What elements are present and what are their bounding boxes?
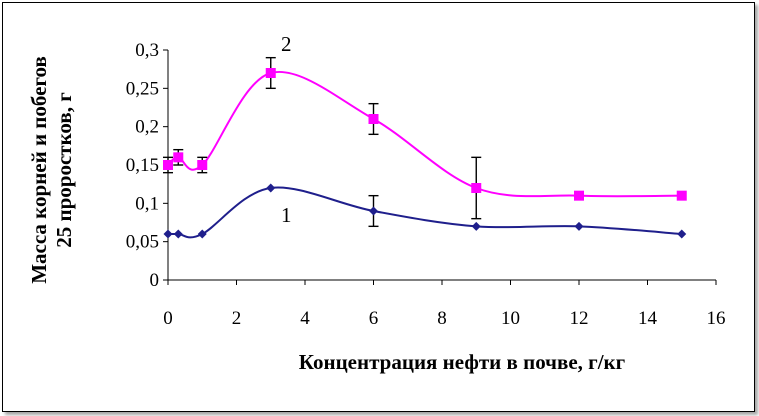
series-2-point: [471, 183, 482, 193]
error-bars: [163, 56, 482, 228]
x-tick-label: 10: [501, 308, 520, 329]
x-tick-label: 0: [163, 308, 173, 329]
x-tick-label: 4: [300, 308, 310, 329]
series-1-point: [369, 206, 378, 216]
series-2-point: [163, 160, 173, 170]
x-axis-title: Концентрация нефти в почве, г/кг: [299, 350, 625, 374]
series-2-label: 2: [281, 32, 292, 56]
series-1-point: [163, 229, 173, 239]
x-tick-label: 6: [369, 308, 379, 329]
series-layer: [167, 70, 682, 239]
series-2-point: [574, 190, 584, 201]
x-tick-label: 16: [707, 308, 726, 329]
series-2-point: [676, 190, 687, 201]
tick-labels: 0 0,05 0,1 0,15 0,2 0,25 0,3 0 2 4 6 8 10 12 14 16: [126, 40, 726, 329]
series-2-line: [167, 70, 682, 198]
y-axis-title-line1: Масса корней и побегов: [27, 56, 51, 284]
series-1-point: [173, 229, 183, 239]
series-1-point: [574, 221, 584, 231]
y-tick-label: 0,2: [135, 117, 159, 138]
series-1-point: [471, 221, 481, 231]
x-tick-label: 12: [570, 308, 589, 329]
markers: [163, 68, 687, 239]
x-tick-label: 2: [232, 308, 242, 329]
y-tick-label: 0,25: [126, 78, 159, 99]
series-1-point: [197, 229, 207, 239]
y-axis-title-line2: 25 проростков, г: [52, 92, 76, 248]
series-2-point: [265, 68, 276, 78]
y-tick-label: 0: [150, 270, 160, 291]
y-tick-label: 0,05: [126, 232, 159, 253]
y-tick-label: 0,3: [135, 40, 159, 61]
series-1-point: [266, 183, 276, 193]
x-tick-label: 14: [638, 308, 658, 329]
series-2-point: [368, 114, 379, 124]
chart-frame: [2, 2, 755, 412]
y-tick-label: 0,1: [135, 193, 159, 214]
series-2-point: [197, 160, 208, 170]
series-labels: 12: [281, 32, 292, 227]
series-1-label: 1: [281, 203, 292, 227]
series-2-point: [173, 152, 184, 163]
y-tick-label: 0,15: [126, 155, 159, 176]
series-1-point: [677, 229, 687, 239]
x-tick-label: 8: [437, 308, 447, 329]
series-1-line: [168, 186, 682, 239]
